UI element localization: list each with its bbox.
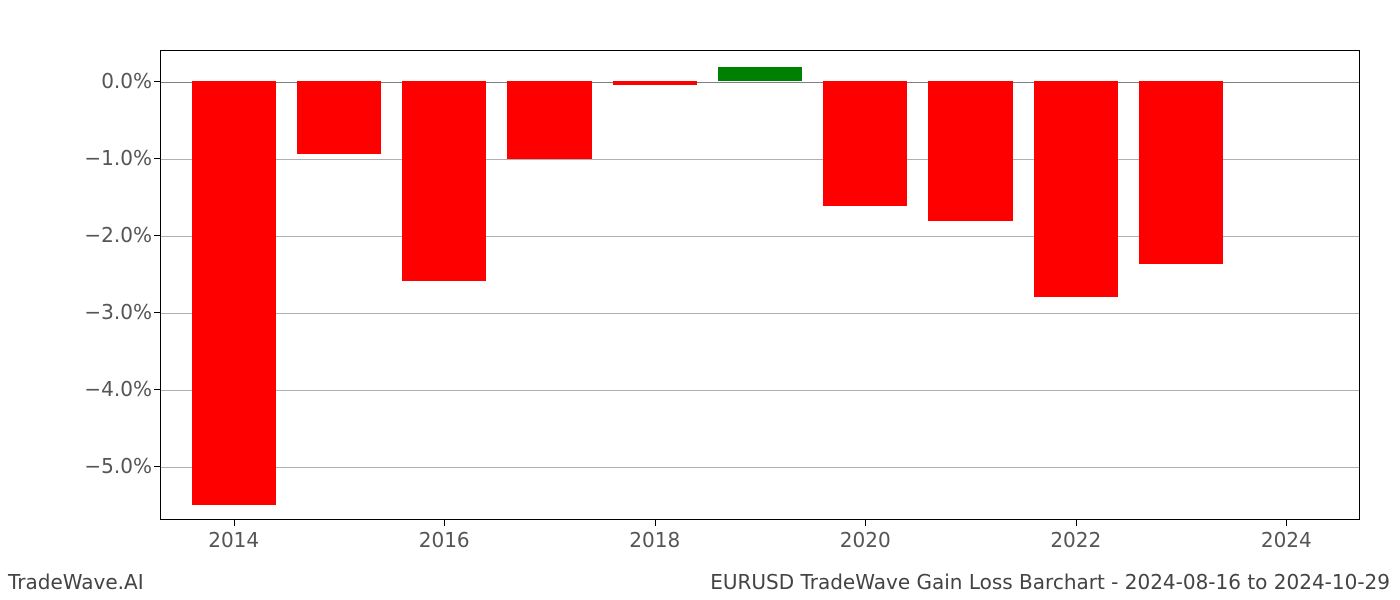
x-tick-mark [444, 520, 445, 526]
y-tick-mark [154, 81, 160, 82]
bar [928, 81, 1012, 221]
bar [823, 81, 907, 206]
bar [1034, 81, 1118, 297]
bar [507, 81, 591, 160]
bar [402, 81, 486, 281]
x-tick-label: 2018 [629, 528, 680, 552]
y-gridline [161, 390, 1359, 391]
bar [192, 81, 276, 505]
y-gridline [161, 467, 1359, 468]
y-tick-label: 0.0% [52, 69, 152, 93]
x-tick-mark [1286, 520, 1287, 526]
bar [1139, 81, 1223, 264]
bar [718, 67, 802, 81]
y-gridline [161, 313, 1359, 314]
y-tick-mark [154, 158, 160, 159]
y-tick-label: −2.0% [52, 223, 152, 247]
y-tick-label: −1.0% [52, 146, 152, 170]
y-tick-label: −3.0% [52, 300, 152, 324]
x-tick-mark [655, 520, 656, 526]
x-tick-mark [1076, 520, 1077, 526]
bar [297, 81, 381, 154]
x-tick-mark [234, 520, 235, 526]
footer-left-text: TradeWave.AI [8, 570, 144, 594]
x-tick-label: 2014 [208, 528, 259, 552]
y-tick-label: −5.0% [52, 454, 152, 478]
x-tick-label: 2020 [840, 528, 891, 552]
x-tick-label: 2022 [1050, 528, 1101, 552]
bar [613, 81, 697, 85]
y-tick-mark [154, 466, 160, 467]
x-tick-label: 2016 [419, 528, 470, 552]
y-tick-mark [154, 389, 160, 390]
x-tick-label: 2024 [1261, 528, 1312, 552]
y-tick-mark [154, 312, 160, 313]
y-tick-mark [154, 235, 160, 236]
x-tick-mark [865, 520, 866, 526]
footer-right-text: EURUSD TradeWave Gain Loss Barchart - 20… [710, 570, 1390, 594]
y-tick-label: −4.0% [52, 377, 152, 401]
